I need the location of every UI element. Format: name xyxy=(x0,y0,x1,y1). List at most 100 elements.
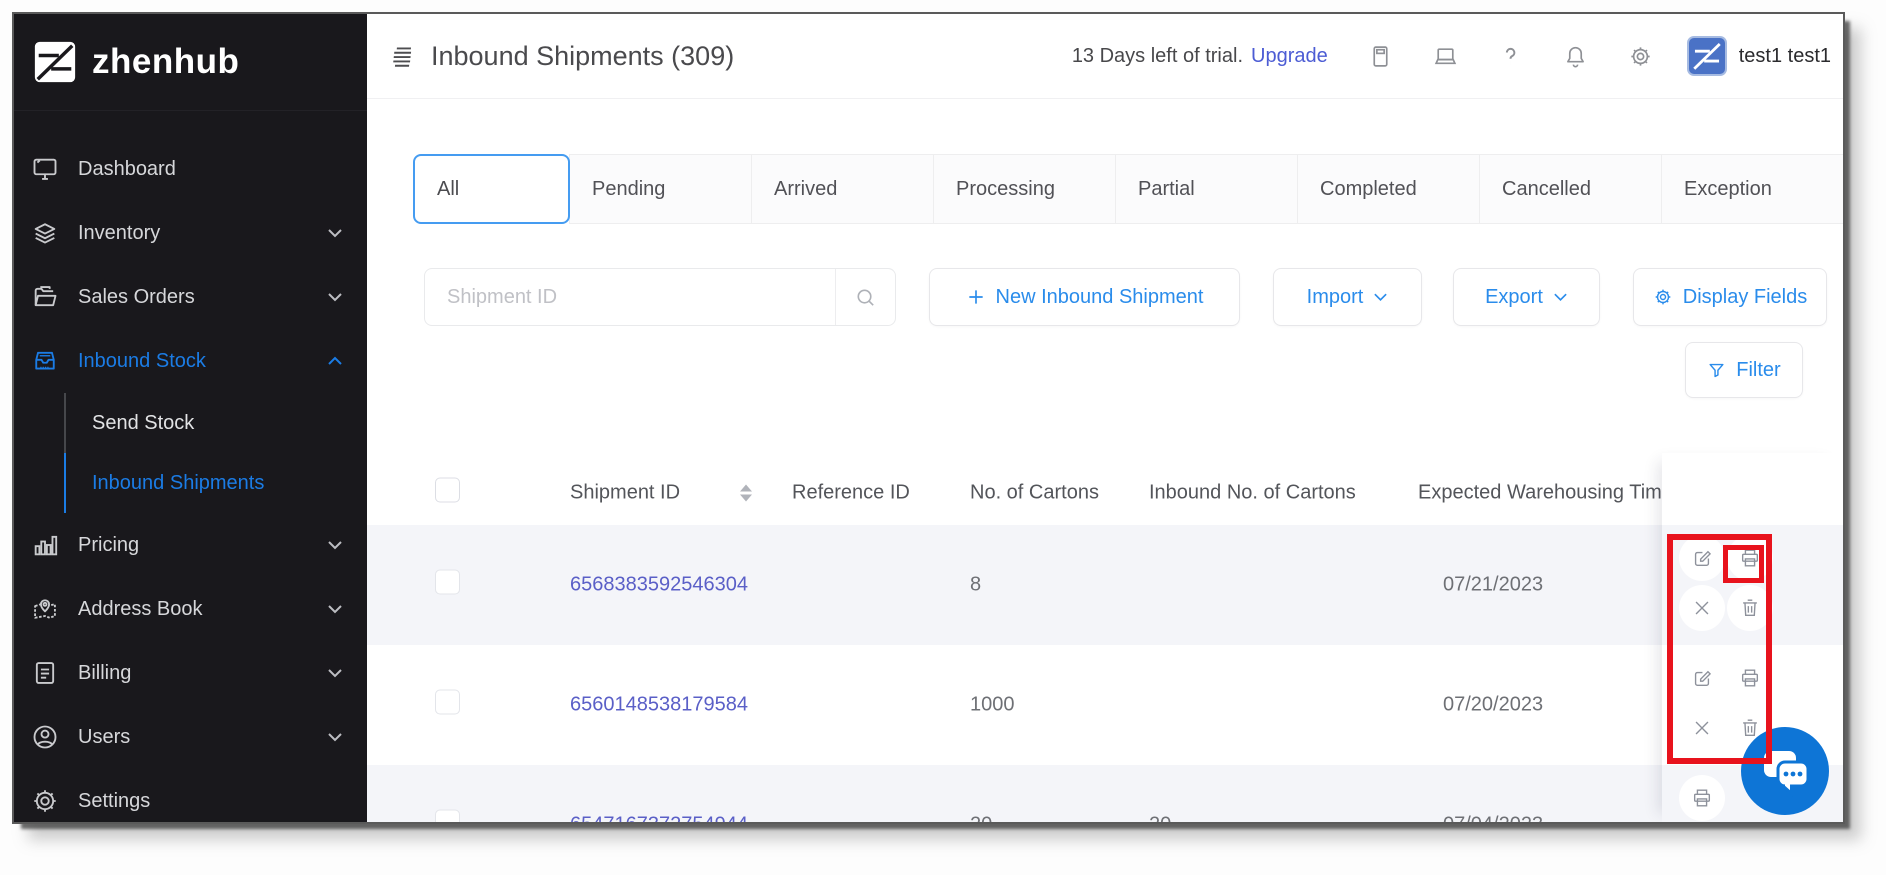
tab-all[interactable]: All xyxy=(413,154,570,224)
expected-time-value: 07/04/2023 xyxy=(1443,814,1543,823)
export-button[interactable]: Export xyxy=(1453,268,1600,326)
collapse-menu-icon[interactable] xyxy=(388,43,417,69)
expected-time-value: 07/20/2023 xyxy=(1443,693,1544,716)
logo[interactable]: zhenhub xyxy=(14,14,367,111)
sidebar-item-inbound-stock[interactable]: Inbound Stock xyxy=(14,329,367,393)
print-icon[interactable] xyxy=(1727,535,1773,581)
shipment-id-link[interactable]: 6547167372754944 xyxy=(570,814,748,823)
folder-icon xyxy=(30,282,60,312)
table-row: 6547167372754944 20 20 07/04/2023 xyxy=(367,765,1843,823)
column-no-of-cartons: No. of Cartons xyxy=(970,481,1099,504)
chat-widget-button[interactable] xyxy=(1741,727,1829,815)
select-all-checkbox[interactable] xyxy=(435,477,460,503)
chevron-down-icon xyxy=(327,732,343,742)
gear-icon[interactable] xyxy=(1628,44,1653,69)
sidebar-subitem-inbound-shipments[interactable]: Inbound Shipments xyxy=(14,453,367,513)
tab-pending[interactable]: Pending xyxy=(569,154,752,224)
edit-icon[interactable] xyxy=(1679,655,1725,701)
sidebar-item-label: Pricing xyxy=(78,533,140,556)
sidebar-item-settings[interactable]: Settings xyxy=(14,769,367,822)
actions-row-1 xyxy=(1662,525,1843,645)
column-expected-warehousing-time: Expected Warehousing Time xyxy=(1418,481,1673,504)
filter-label: Filter xyxy=(1736,358,1781,381)
sidebar-item-inventory[interactable]: Inventory xyxy=(14,201,367,265)
sidebar-item-users[interactable]: Users xyxy=(14,705,367,769)
expected-time-value: 07/21/2023 xyxy=(1443,573,1544,596)
edit-icon[interactable] xyxy=(1679,535,1725,581)
import-label: Import xyxy=(1306,285,1364,308)
inbound-cartons-value: 20 xyxy=(1149,814,1171,823)
chevron-down-icon xyxy=(1554,293,1567,302)
top-bar: Inbound Shipments (309) 13 Days left of … xyxy=(367,14,1843,99)
cartons-value: 8 xyxy=(970,573,982,596)
chevron-down-icon xyxy=(327,668,343,678)
sidebar-item-label: Sales Orders xyxy=(78,285,195,308)
inbox-icon xyxy=(30,346,60,376)
sort-icon[interactable] xyxy=(740,484,752,502)
sidebar-item-dashboard[interactable]: Dashboard xyxy=(14,137,367,201)
upgrade-link[interactable]: Upgrade xyxy=(1251,44,1328,67)
chat-bubbles-icon xyxy=(1741,727,1829,815)
new-inbound-shipment-button[interactable]: New Inbound Shipment xyxy=(929,268,1240,326)
document-icon xyxy=(30,658,60,688)
trash-icon[interactable] xyxy=(1727,585,1773,631)
calculator-icon[interactable] xyxy=(1368,44,1393,69)
gear-icon xyxy=(30,786,60,816)
sidebar-item-pricing[interactable]: Pricing xyxy=(14,513,367,577)
chevron-down-icon xyxy=(327,604,343,614)
search-input[interactable] xyxy=(445,269,825,325)
user-name: test1 test1 xyxy=(1738,44,1831,67)
tab-partial[interactable]: Partial xyxy=(1115,154,1298,224)
filter-button[interactable]: Filter xyxy=(1685,342,1803,398)
row-checkbox[interactable] xyxy=(435,569,460,595)
status-tabs: All Pending Arrived Processing Partial C… xyxy=(413,154,1843,226)
sidebar: zhenhub Dashboard Inventory xyxy=(14,14,367,822)
cartons-value: 1000 xyxy=(970,693,1015,716)
cartons-value: 20 xyxy=(970,814,992,823)
help-icon[interactable] xyxy=(1498,44,1523,69)
chevron-up-icon xyxy=(327,356,343,366)
bar-chart-icon xyxy=(30,530,60,560)
close-icon[interactable] xyxy=(1679,705,1725,751)
tab-cancelled[interactable]: Cancelled xyxy=(1479,154,1662,224)
print-icon[interactable] xyxy=(1679,775,1725,821)
new-inbound-shipment-label: New Inbound Shipment xyxy=(995,285,1204,308)
tab-processing[interactable]: Processing xyxy=(933,154,1116,224)
display-fields-button[interactable]: Display Fields xyxy=(1633,268,1827,326)
sidebar-item-label: Dashboard xyxy=(78,157,176,180)
sidebar-item-sales-orders[interactable]: Sales Orders xyxy=(14,265,367,329)
chevron-down-icon xyxy=(327,228,343,238)
row-checkbox[interactable] xyxy=(435,809,460,822)
trash-icon[interactable] xyxy=(1727,705,1773,751)
sidebar-item-address-book[interactable]: Address Book xyxy=(14,577,367,641)
table-row: 6568383592546304 8 07/21/2023 xyxy=(367,525,1843,645)
shipment-id-link[interactable]: 6560148538179584 xyxy=(570,693,748,716)
search-icon[interactable] xyxy=(835,269,895,325)
chevron-down-icon xyxy=(327,540,343,550)
shipment-id-link[interactable]: 6568383592546304 xyxy=(570,573,748,596)
import-button[interactable]: Import xyxy=(1273,268,1422,326)
column-shipment-id[interactable]: Shipment ID xyxy=(570,481,681,504)
close-icon[interactable] xyxy=(1679,585,1725,631)
layers-icon xyxy=(30,218,60,248)
sidebar-item-billing[interactable]: Billing xyxy=(14,641,367,705)
print-icon[interactable] xyxy=(1727,655,1773,701)
tab-completed[interactable]: Completed xyxy=(1297,154,1480,224)
sidebar-item-label: Inventory xyxy=(78,221,161,244)
funnel-icon xyxy=(1709,363,1724,377)
bell-icon[interactable] xyxy=(1563,44,1588,69)
tab-arrived[interactable]: Arrived xyxy=(751,154,934,224)
avatar[interactable] xyxy=(1686,36,1727,76)
sidebar-menu: Dashboard Inventory Sales Orders xyxy=(14,111,367,822)
monitor-icon xyxy=(30,154,60,184)
chevron-down-icon xyxy=(1374,293,1388,302)
gear-icon xyxy=(1655,289,1671,305)
laptop-icon[interactable] xyxy=(1433,44,1458,69)
sidebar-item-label: Send Stock xyxy=(92,411,195,434)
tab-exception[interactable]: Exception xyxy=(1661,154,1843,224)
map-pin-icon xyxy=(30,594,60,624)
sidebar-subitem-send-stock[interactable]: Send Stock xyxy=(14,393,367,453)
sidebar-item-label: Inbound Stock xyxy=(78,349,206,372)
shipment-search xyxy=(424,268,896,326)
row-checkbox[interactable] xyxy=(435,689,460,715)
